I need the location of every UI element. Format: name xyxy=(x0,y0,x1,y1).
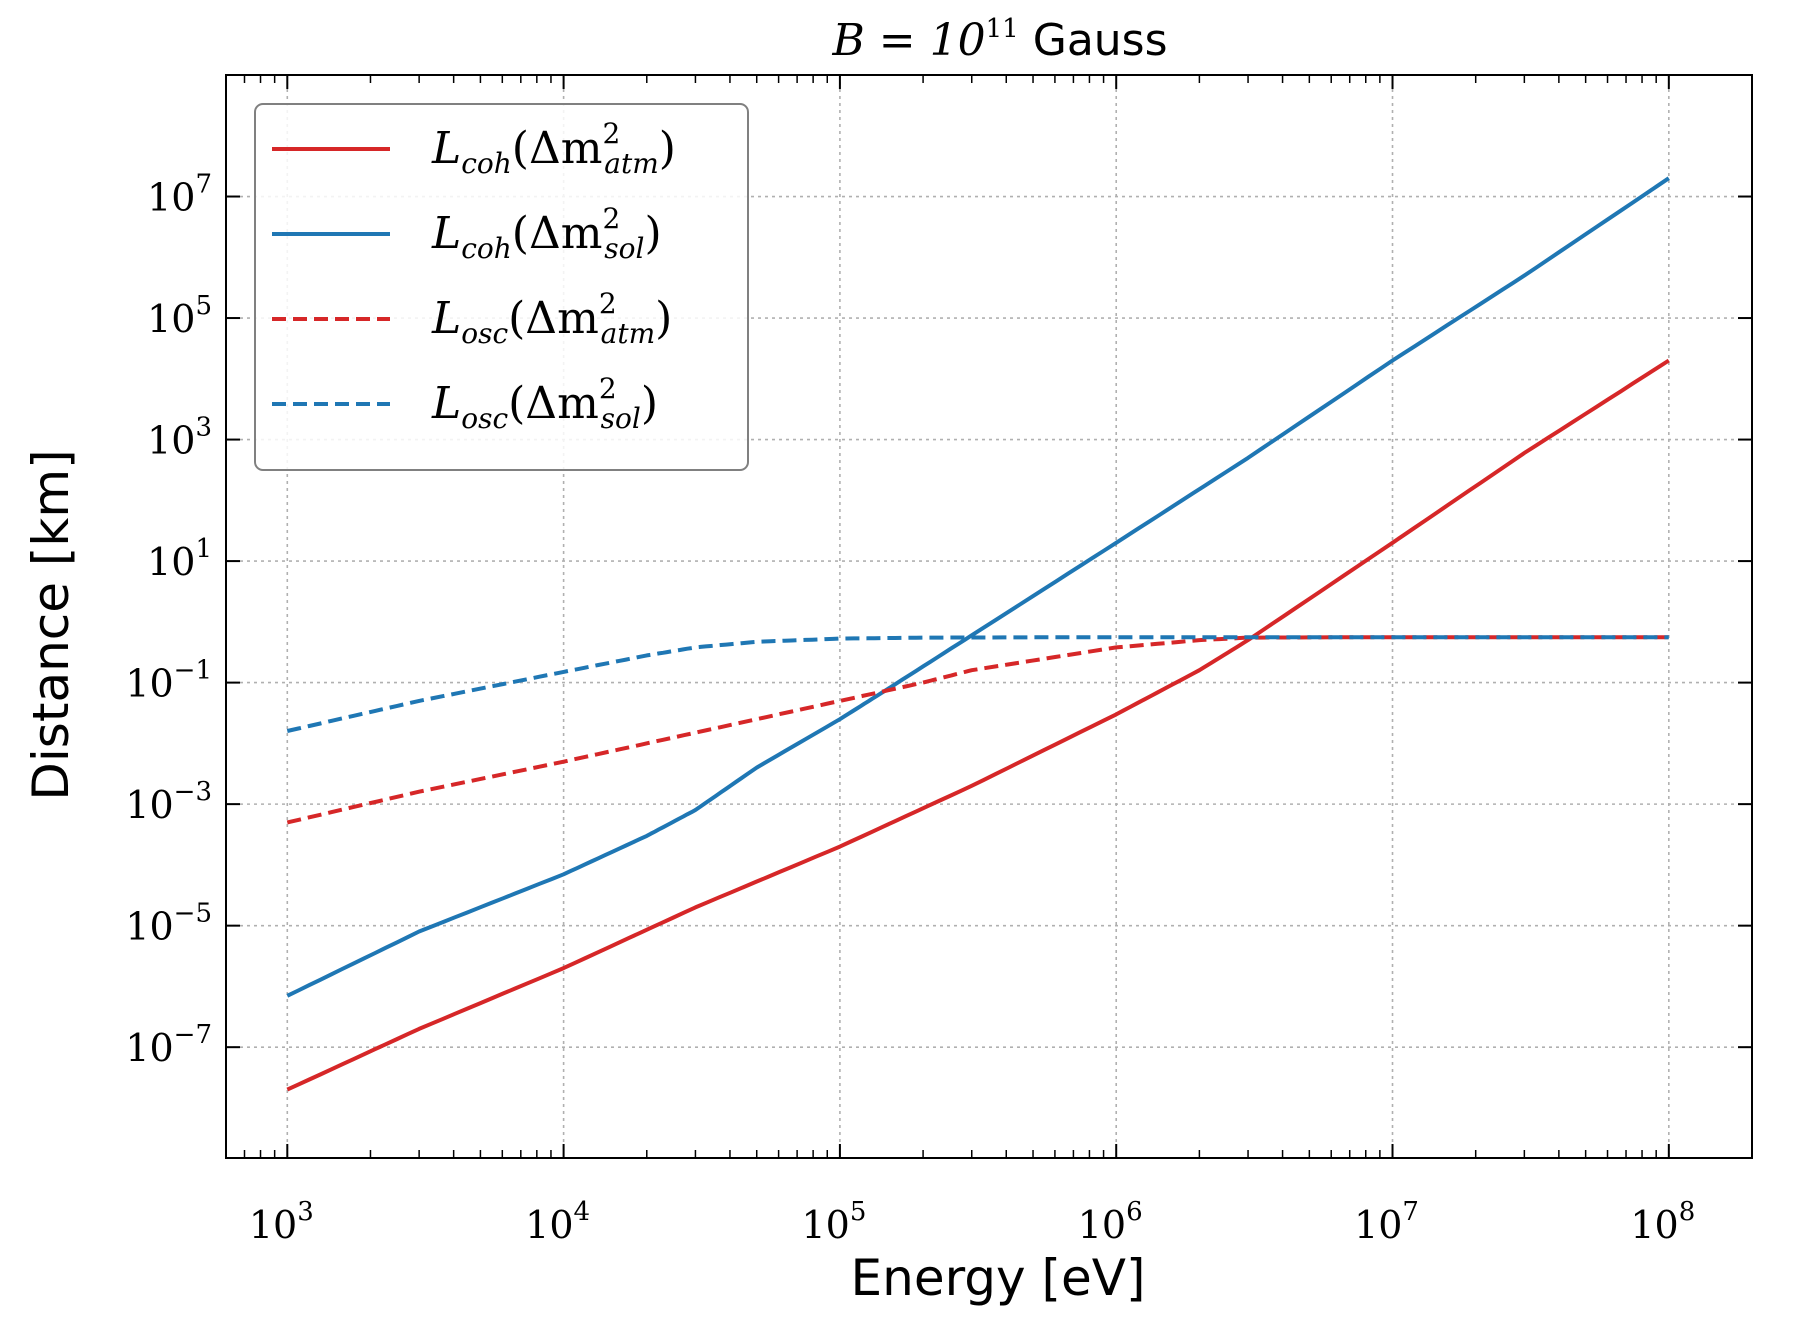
title-unit: Gauss xyxy=(1033,15,1168,66)
legend-sub: osc xyxy=(461,402,508,435)
y-tick-exponent: 7 xyxy=(195,170,212,200)
x-tick-exponent: 6 xyxy=(1126,1197,1143,1227)
x-tick-base: 10 xyxy=(801,1203,849,1247)
legend-label-2: Losc(Δm2 atm) xyxy=(431,287,672,350)
y-tick-label: 10−3 xyxy=(125,777,212,827)
x-tick-label: 106 xyxy=(1078,1197,1143,1247)
legend-sup: 2 xyxy=(599,372,617,405)
x-tick-exponent: 7 xyxy=(1402,1197,1419,1227)
x-tick-label: 103 xyxy=(249,1197,314,1247)
y-tick-label: 107 xyxy=(147,170,212,220)
y-tick-exponent: −5 xyxy=(174,899,212,929)
y-tick-base: 10 xyxy=(125,1026,173,1070)
series-line-2 xyxy=(286,635,1669,825)
y-tick-base: 10 xyxy=(147,176,195,220)
legend-sub: osc xyxy=(461,317,508,350)
x-tick-base: 10 xyxy=(1630,1203,1678,1247)
legend-sub: coh xyxy=(461,232,512,265)
legend-msub: sol xyxy=(604,232,644,265)
y-tick-label: 101 xyxy=(147,534,212,584)
legend-open: (Δm xyxy=(512,208,603,259)
legend-sup: 2 xyxy=(602,117,620,150)
series-lines xyxy=(286,176,1670,1092)
y-tick-label: 10−1 xyxy=(125,656,212,706)
y-tick-base: 10 xyxy=(147,297,195,341)
x-tick-exponent: 3 xyxy=(297,1197,314,1227)
x-tick-label: 104 xyxy=(525,1197,590,1247)
major-ticks xyxy=(226,75,1752,1158)
x-tick-exponent: 8 xyxy=(1679,1197,1696,1227)
y-tick-exponent: 5 xyxy=(195,291,212,321)
legend-label-3: Losc(Δm2 sol) xyxy=(431,372,658,435)
legend-close: ) xyxy=(655,293,672,344)
legend-main: L xyxy=(431,378,461,429)
x-tick-labels: 103 104 105 106 107 108 xyxy=(249,1197,1695,1247)
x-tick-label: 108 xyxy=(1630,1197,1695,1247)
x-tick-base: 10 xyxy=(1354,1203,1402,1247)
y-tick-exponent: 3 xyxy=(195,413,212,443)
legend-sub: coh xyxy=(461,147,512,180)
x-axis-label: Energy [eV] xyxy=(851,1249,1146,1307)
y-tick-exponent: −1 xyxy=(174,656,212,686)
legend-main: L xyxy=(431,208,461,259)
y-tick-label: 10−5 xyxy=(125,899,212,949)
legend-open: (Δm xyxy=(512,123,603,174)
x-tick-exponent: 5 xyxy=(850,1197,867,1227)
y-tick-base: 10 xyxy=(125,783,173,827)
y-tick-label: 103 xyxy=(147,413,212,463)
y-tick-base: 10 xyxy=(125,905,173,949)
legend-main: L xyxy=(431,123,461,174)
y-tick-base: 10 xyxy=(125,662,173,706)
legend-box xyxy=(254,103,749,471)
legend-sup: 2 xyxy=(599,287,617,320)
y-tick-exponent: −7 xyxy=(174,1020,212,1050)
x-tick-label: 107 xyxy=(1354,1197,1419,1247)
legend-main: L xyxy=(431,293,461,344)
legend-msub: atm xyxy=(601,317,656,350)
legend-sup: 2 xyxy=(602,202,620,235)
y-tick-exponent: −3 xyxy=(174,777,212,807)
legend-open: (Δm xyxy=(508,293,599,344)
x-tick-base: 10 xyxy=(525,1203,573,1247)
legend-msub: atm xyxy=(604,147,659,180)
minor-ticks xyxy=(225,75,1753,1158)
legend-close: ) xyxy=(641,378,658,429)
plot-area-frame xyxy=(225,74,1753,1159)
title-math: B = 10 xyxy=(831,15,985,66)
x-tick-exponent: 4 xyxy=(574,1197,591,1227)
x-tick-base: 10 xyxy=(1078,1203,1126,1247)
chart-title: B = 1011 Gauss xyxy=(831,14,1167,66)
y-tick-base: 10 xyxy=(147,540,195,584)
x-tick-label: 105 xyxy=(801,1197,866,1247)
series-line-0 xyxy=(286,358,1670,1092)
legend-close: ) xyxy=(644,208,661,259)
legend-msub: sol xyxy=(601,402,641,435)
legend-label-1: Lcoh(Δm2 sol) xyxy=(431,202,662,265)
x-tick-base: 10 xyxy=(249,1203,297,1247)
y-tick-exponent: 1 xyxy=(195,534,212,564)
y-tick-label: 10−7 xyxy=(125,1020,212,1070)
title-exponent: 11 xyxy=(986,14,1019,44)
legend-close: ) xyxy=(659,123,676,174)
series-line-1 xyxy=(286,176,1670,998)
y-tick-label: 105 xyxy=(147,291,212,341)
y-tick-base: 10 xyxy=(147,419,195,463)
legend: Lcoh(Δm2 atm)Lcoh(Δm2 sol)Losc(Δm2 atm)Losc… xyxy=(254,103,749,471)
series-line-3 xyxy=(286,635,1669,733)
y-axis-label: Distance [km] xyxy=(22,449,80,800)
legend-label-0: Lcoh(Δm2 atm) xyxy=(431,117,676,180)
legend-open: (Δm xyxy=(508,378,599,429)
